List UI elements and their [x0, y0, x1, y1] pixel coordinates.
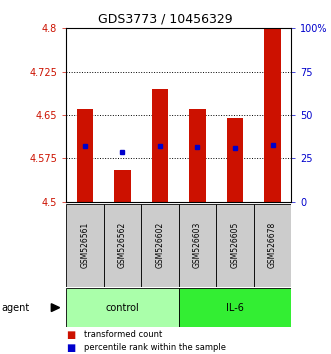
- Bar: [152, 89, 168, 202]
- Text: control: control: [106, 303, 139, 313]
- Text: IL-6: IL-6: [226, 303, 244, 313]
- Text: GSM526561: GSM526561: [80, 222, 89, 268]
- Text: ■: ■: [66, 343, 75, 353]
- Bar: [226, 118, 243, 202]
- Text: ■: ■: [66, 330, 75, 339]
- Bar: [76, 109, 93, 202]
- Text: agent: agent: [2, 303, 30, 313]
- Text: transformed count: transformed count: [84, 330, 163, 339]
- Text: GSM526603: GSM526603: [193, 222, 202, 268]
- Bar: [141, 204, 179, 287]
- Bar: [66, 204, 104, 287]
- Bar: [216, 204, 254, 287]
- Text: percentile rank within the sample: percentile rank within the sample: [84, 343, 226, 353]
- Bar: [66, 288, 179, 327]
- Polygon shape: [51, 304, 60, 312]
- Text: GDS3773 / 10456329: GDS3773 / 10456329: [98, 12, 233, 25]
- Text: GSM526602: GSM526602: [156, 222, 165, 268]
- Bar: [264, 28, 281, 202]
- Text: GSM526678: GSM526678: [268, 222, 277, 268]
- Bar: [189, 109, 206, 202]
- Bar: [179, 204, 216, 287]
- Text: GSM526562: GSM526562: [118, 222, 127, 268]
- Text: GSM526605: GSM526605: [230, 222, 240, 268]
- Bar: [104, 204, 141, 287]
- Bar: [254, 204, 291, 287]
- Bar: [114, 170, 131, 202]
- Bar: [179, 288, 291, 327]
